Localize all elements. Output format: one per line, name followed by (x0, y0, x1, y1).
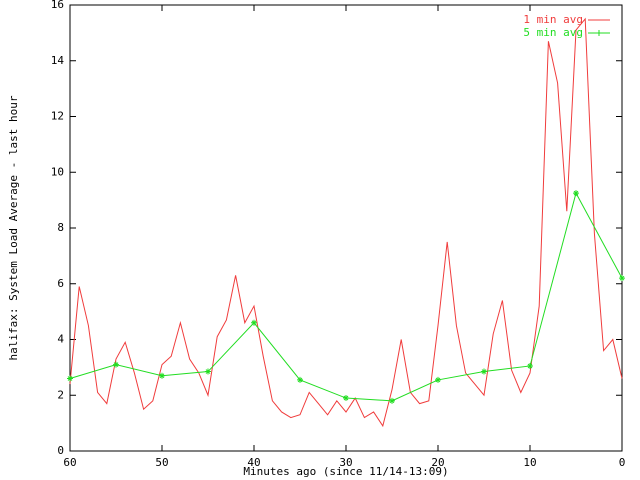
y-tick-label: 12 (51, 110, 64, 123)
x-tick-label: 40 (247, 456, 260, 469)
y-tick-label: 4 (57, 333, 64, 346)
x-tick-label: 10 (523, 456, 536, 469)
line-series (69, 17, 623, 428)
legend-label: 1 min avg (523, 13, 583, 26)
x-axis-label: Minutes ago (since 11/14-13:09) (243, 465, 448, 478)
y-tick-label: 6 (57, 277, 64, 290)
y-tick-label: 2 (57, 388, 64, 401)
y-tick-label: 10 (51, 165, 64, 178)
y-axis-label: halifax: System Load Average - last hour (7, 95, 20, 360)
point-marker (343, 395, 349, 402)
point-marker (297, 376, 303, 383)
point-marker (113, 361, 119, 368)
y-tick-label: 16 (51, 0, 64, 11)
point-marker (159, 372, 165, 379)
y-tick-label: 14 (51, 54, 65, 67)
point-marker (389, 397, 395, 404)
x-tick-label: 0 (619, 456, 626, 469)
point-marker (251, 319, 257, 326)
point-marker (435, 376, 441, 383)
point-marker (205, 368, 211, 375)
x-tick-label: 50 (155, 456, 168, 469)
point-marker (619, 275, 625, 282)
point-marker (527, 362, 533, 369)
point-marker (67, 375, 73, 382)
y-tick-label: 8 (57, 221, 64, 234)
plot-border (69, 4, 623, 452)
legend-label: 5 min avg (523, 26, 583, 39)
y-tick-label: 0 (57, 444, 64, 457)
point-marker (481, 368, 487, 375)
x-tick-label: 20 (431, 456, 444, 469)
x-tick-label: 60 (63, 456, 76, 469)
point-marker (573, 190, 579, 197)
legend-marker (596, 30, 602, 36)
x-tick-label: 30 (339, 456, 352, 469)
